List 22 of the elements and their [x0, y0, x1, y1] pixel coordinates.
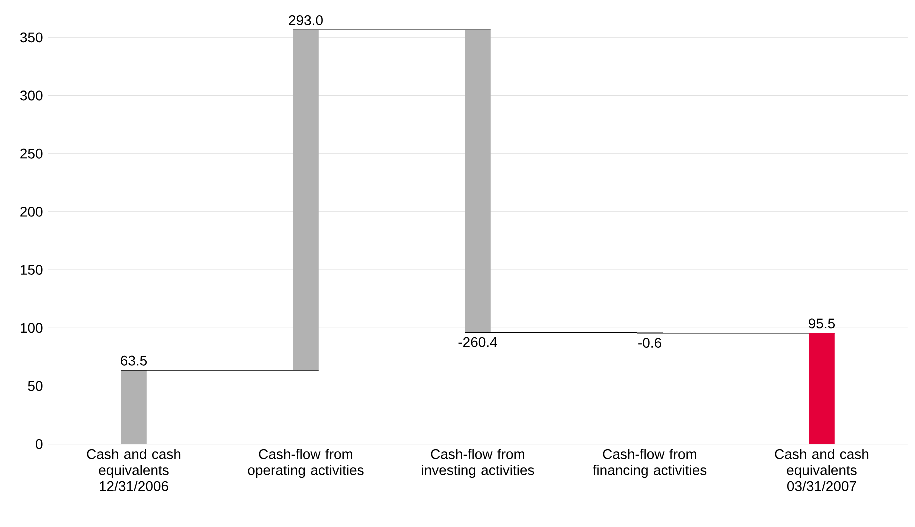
x-tick-label: Cash-flow from investing activities: [422, 449, 534, 478]
y-tick-label: 200: [20, 207, 43, 217]
y-tick-label: 250: [20, 148, 43, 159]
data-label: 95.5: [809, 318, 836, 329]
bar: [809, 333, 835, 444]
data-label: 63.5: [121, 356, 148, 366]
x-tick-label: Cash-flow from operating activities: [248, 449, 364, 478]
x-tick-label: Cash and cash equivalents 03/31/2007: [775, 449, 869, 492]
x-tick-label: Cash and cash equivalents 12/31/2006: [87, 449, 181, 492]
y-tick-label: 100: [21, 323, 43, 334]
bar: [121, 370, 147, 444]
y-tick-label: 0: [36, 439, 43, 450]
data-label: -260.4: [458, 337, 498, 348]
y-tick-label: 50: [28, 381, 43, 392]
y-tick-label: 150: [21, 265, 43, 276]
x-tick-label: Cash-flow from financing activities: [592, 449, 707, 478]
data-label: -0.6: [638, 338, 662, 348]
data-label: 293.0: [289, 16, 323, 26]
bar: [465, 30, 491, 333]
bar: [293, 30, 319, 371]
y-tick-label: 300: [20, 90, 43, 101]
y-tick-label: 350: [20, 32, 43, 43]
